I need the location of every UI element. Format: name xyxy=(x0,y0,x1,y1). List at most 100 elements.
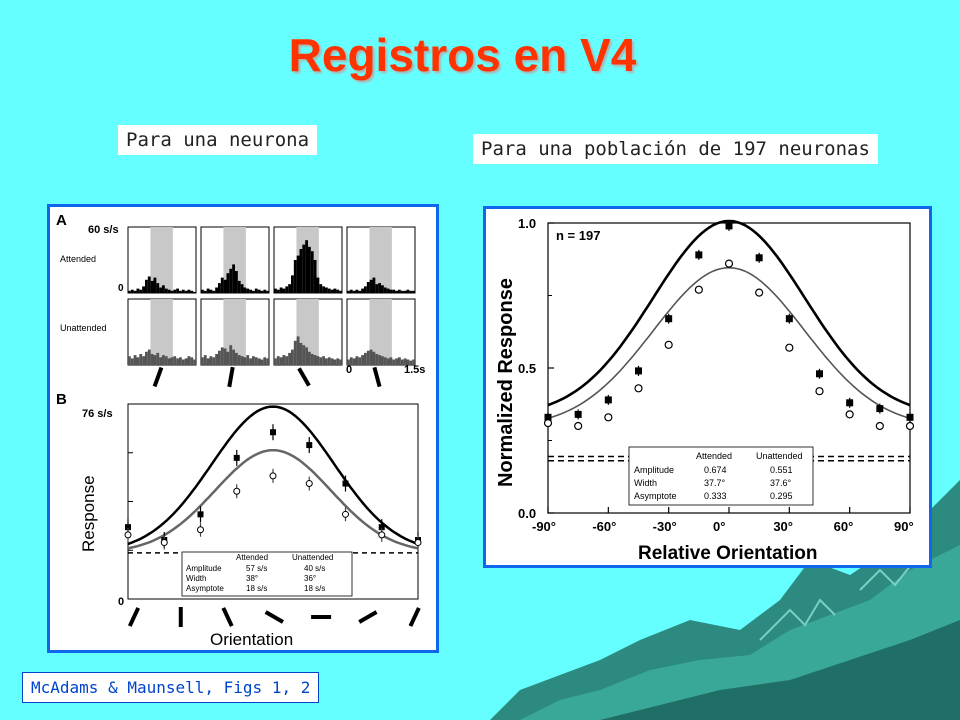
histogram-bar xyxy=(285,286,289,293)
histogram-bar xyxy=(252,356,255,365)
x-tick-label: -90° xyxy=(532,519,556,534)
histogram-bar xyxy=(305,240,308,293)
stimulus-period-shading xyxy=(369,227,392,293)
histogram-bar xyxy=(145,351,148,365)
histogram-bar xyxy=(325,358,328,365)
histogram-bar xyxy=(279,357,283,365)
unattended-point xyxy=(694,285,703,294)
histogram-bar xyxy=(375,354,379,365)
histogram-bar xyxy=(212,290,216,293)
histogram-bar xyxy=(305,347,308,365)
pop-n-annotation: n = 197 xyxy=(556,228,600,243)
histogram-bar xyxy=(187,356,191,365)
histogram-bar xyxy=(322,286,325,293)
histogram-bar xyxy=(237,355,241,365)
table-cell: 0.674 xyxy=(704,465,727,475)
table-cell: 0.333 xyxy=(704,491,727,501)
unattended-point xyxy=(815,387,824,396)
attended-point xyxy=(574,410,582,418)
histogram-bar xyxy=(302,244,306,293)
histogram-bar xyxy=(142,356,145,365)
histogram-bar xyxy=(369,279,373,293)
histogram-bar xyxy=(263,357,267,365)
histogram-bar xyxy=(167,358,171,365)
histogram-bar xyxy=(316,356,320,365)
histogram-bar xyxy=(400,359,404,365)
orientation-bar xyxy=(227,366,235,388)
histogram-bar xyxy=(336,289,340,293)
attended-point xyxy=(635,367,642,375)
histogram-bar xyxy=(133,290,137,293)
histogram-bar xyxy=(170,290,174,293)
histogram-bar xyxy=(330,358,334,365)
attended-point xyxy=(270,429,276,436)
histogram-bar xyxy=(246,288,250,293)
histogram-bar xyxy=(249,358,252,365)
orientation-bar xyxy=(127,607,141,627)
table-cell: 38° xyxy=(246,574,258,583)
histogram-bar xyxy=(139,354,143,365)
histogram-bar xyxy=(319,284,323,293)
histogram-bar xyxy=(142,286,145,293)
table-row-label: Asymptote xyxy=(186,584,224,593)
histogram-bar xyxy=(226,273,230,293)
histogram-bar xyxy=(288,284,291,293)
histogram-bar xyxy=(412,359,415,365)
histogram-bar xyxy=(190,290,194,293)
histogram-bar xyxy=(266,358,269,365)
histogram-bar xyxy=(187,289,191,293)
table-header-unattended: Unattended xyxy=(292,553,333,562)
histogram-bar xyxy=(291,275,294,293)
histogram-bar xyxy=(389,357,393,365)
histogram-bar xyxy=(285,356,289,365)
table-cell: 37.7° xyxy=(704,478,726,488)
orientation-bar xyxy=(264,610,284,624)
single-neuron-figure: A 60 s/s Attended 0 Unattended 0 1.5s B … xyxy=(47,204,439,653)
table-cell: 18 s/s xyxy=(246,584,267,593)
orientation-bar xyxy=(297,367,311,387)
histogram-bar xyxy=(240,356,244,365)
histogram-bar xyxy=(282,288,286,293)
unattended-point xyxy=(269,472,277,480)
table-row-label: Width xyxy=(634,478,657,488)
unattended-point xyxy=(414,539,422,547)
histogram-bar xyxy=(361,355,364,365)
histogram-bar xyxy=(145,279,148,293)
unattended-point xyxy=(724,259,734,268)
histogram-bar xyxy=(215,287,218,293)
histogram-bar xyxy=(215,354,218,365)
histogram-bar xyxy=(243,287,247,293)
histogram-bar xyxy=(366,282,370,293)
table-cell: 57 s/s xyxy=(246,564,267,573)
histogram-bar xyxy=(226,351,230,365)
histogram-bar xyxy=(319,357,323,365)
histogram-bar xyxy=(274,288,277,293)
population-figure: Normalized Response Relative Orientation… xyxy=(483,206,932,568)
histogram-bar xyxy=(372,351,376,365)
histogram-bar xyxy=(130,289,134,293)
attended-point xyxy=(197,511,204,518)
stimulus-orientation-bars-top xyxy=(152,366,382,388)
histogram-bar xyxy=(176,288,179,293)
histogram-bar xyxy=(179,357,182,365)
histogram-bar xyxy=(378,355,381,365)
attended-point xyxy=(342,480,349,487)
histogram-bar xyxy=(257,289,261,293)
table-cell: 40 s/s xyxy=(304,564,325,573)
histograms xyxy=(127,226,416,366)
histogram-bar xyxy=(159,287,162,293)
table-row-label: Asymptote xyxy=(634,491,677,501)
unattended-point xyxy=(875,421,884,431)
histogram-bar xyxy=(339,290,342,293)
population-tuning-plot: 0.0 0.5 1.0 -90° -60° -30° 0° 30° 60° 90° xyxy=(518,216,915,534)
histogram-bar xyxy=(147,276,151,293)
histogram-bar xyxy=(308,246,311,293)
histogram-bar xyxy=(383,287,387,293)
histogram-bar xyxy=(293,340,297,365)
attended-point xyxy=(816,370,823,378)
histogram-bar xyxy=(176,358,179,365)
histogram-bar xyxy=(164,356,168,365)
attended-point xyxy=(604,396,612,404)
histogram-bar xyxy=(220,347,224,365)
histogram-bar xyxy=(395,290,398,293)
